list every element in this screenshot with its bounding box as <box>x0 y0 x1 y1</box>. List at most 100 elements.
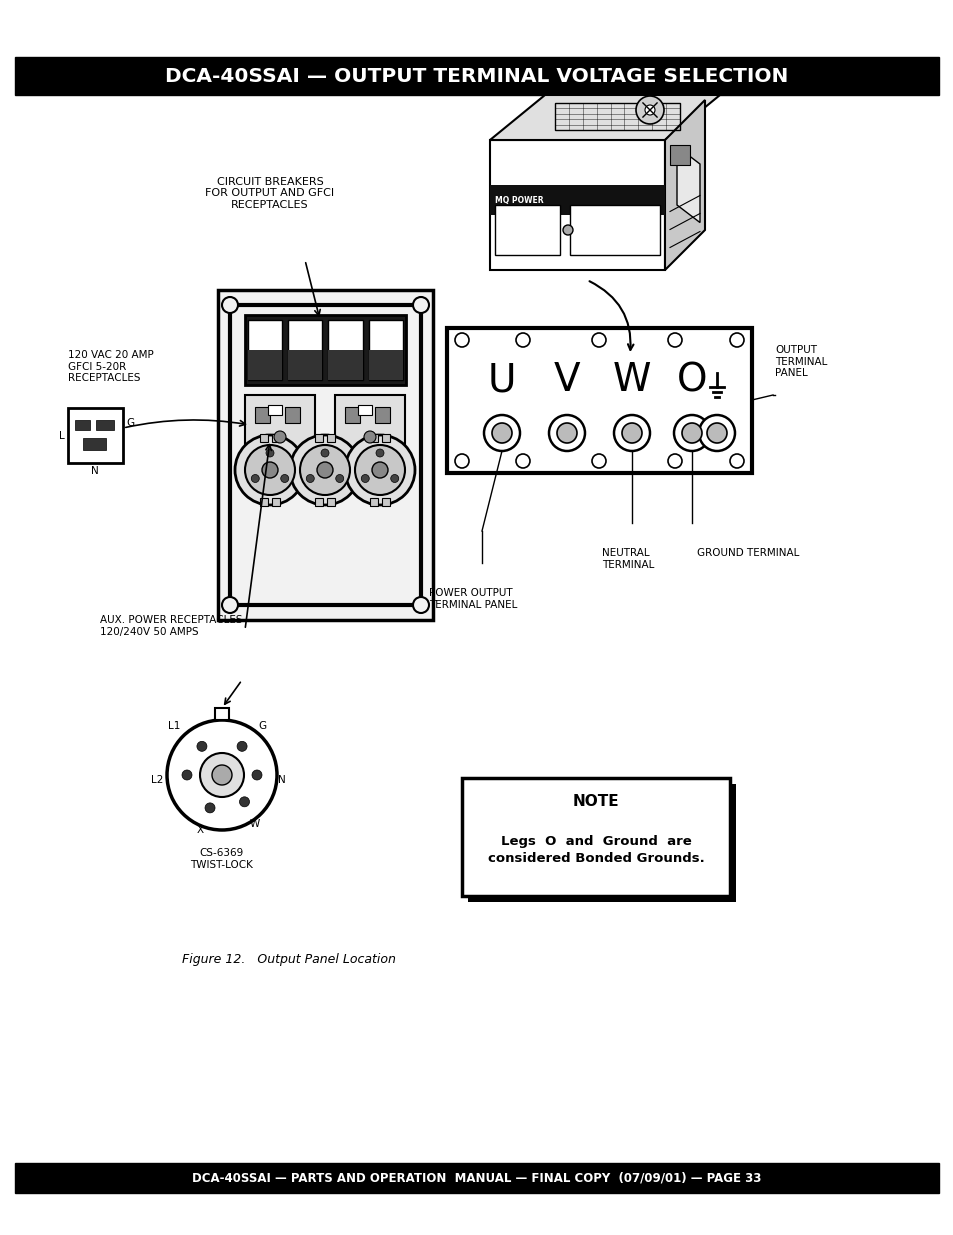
Circle shape <box>237 741 247 751</box>
Circle shape <box>729 454 743 468</box>
Circle shape <box>706 424 726 443</box>
Polygon shape <box>75 420 90 430</box>
Circle shape <box>320 450 329 457</box>
Polygon shape <box>495 205 559 254</box>
Text: L: L <box>59 431 65 441</box>
Circle shape <box>167 720 276 830</box>
Text: DCA-40SSAI — PARTS AND OPERATION  MANUAL — FINAL COPY  (07/09/01) — PAGE 33: DCA-40SSAI — PARTS AND OPERATION MANUAL … <box>193 1172 760 1184</box>
Polygon shape <box>15 1163 938 1193</box>
Polygon shape <box>268 405 282 415</box>
Text: CS-6369
TWIST-LOCK: CS-6369 TWIST-LOCK <box>191 848 253 869</box>
Circle shape <box>621 424 641 443</box>
Polygon shape <box>669 144 689 165</box>
Polygon shape <box>254 408 270 424</box>
Circle shape <box>280 474 289 483</box>
Polygon shape <box>272 499 279 506</box>
Polygon shape <box>96 420 113 430</box>
Circle shape <box>413 296 429 312</box>
Polygon shape <box>677 147 700 222</box>
Circle shape <box>516 333 530 347</box>
Polygon shape <box>288 350 322 380</box>
Text: L2: L2 <box>151 776 163 785</box>
Circle shape <box>316 462 333 478</box>
Circle shape <box>364 431 375 443</box>
Polygon shape <box>314 499 323 506</box>
Circle shape <box>196 741 207 751</box>
Polygon shape <box>490 185 664 215</box>
Polygon shape <box>230 305 420 605</box>
Circle shape <box>548 415 584 451</box>
Circle shape <box>274 431 286 443</box>
Circle shape <box>592 454 605 468</box>
Polygon shape <box>468 784 735 902</box>
Circle shape <box>455 454 469 468</box>
Polygon shape <box>335 395 405 450</box>
Text: O: O <box>676 361 706 399</box>
Circle shape <box>335 474 343 483</box>
Polygon shape <box>328 320 362 380</box>
Text: CIRCUIT BREAKERS
FOR OUTPUT AND GFCI
RECEPTACLES: CIRCUIT BREAKERS FOR OUTPUT AND GFCI REC… <box>205 177 335 210</box>
Circle shape <box>699 415 734 451</box>
Circle shape <box>557 424 577 443</box>
Text: NEUTRAL
TERMINAL: NEUTRAL TERMINAL <box>601 548 654 569</box>
Polygon shape <box>245 315 406 385</box>
Circle shape <box>375 450 384 457</box>
Text: OUTPUT
TERMINAL
PANEL: OUTPUT TERMINAL PANEL <box>774 345 826 378</box>
Circle shape <box>299 445 350 495</box>
Circle shape <box>182 769 192 781</box>
Polygon shape <box>328 350 362 380</box>
Polygon shape <box>245 395 314 450</box>
Polygon shape <box>461 778 729 897</box>
Text: X: X <box>196 825 203 835</box>
Circle shape <box>592 333 605 347</box>
Polygon shape <box>314 433 323 441</box>
Circle shape <box>245 445 294 495</box>
Text: W: W <box>612 361 651 399</box>
Text: U: U <box>487 361 516 399</box>
Circle shape <box>614 415 649 451</box>
Text: N: N <box>278 776 286 785</box>
Polygon shape <box>68 408 123 463</box>
Polygon shape <box>285 408 299 424</box>
Circle shape <box>222 597 237 613</box>
Polygon shape <box>375 408 390 424</box>
Text: G: G <box>126 417 134 429</box>
Text: Figure 12.   Output Panel Location: Figure 12. Output Panel Location <box>182 953 395 967</box>
Polygon shape <box>218 290 433 620</box>
Text: N: N <box>91 466 99 475</box>
Polygon shape <box>248 350 282 380</box>
Circle shape <box>455 333 469 347</box>
Polygon shape <box>288 320 322 380</box>
Polygon shape <box>490 140 664 270</box>
Text: V: V <box>553 361 579 399</box>
Circle shape <box>644 105 655 115</box>
Circle shape <box>391 474 398 483</box>
Polygon shape <box>357 405 372 415</box>
Polygon shape <box>326 433 335 441</box>
Circle shape <box>212 764 232 785</box>
Text: Legs  O  and  Ground  are
considered Bonded Grounds.: Legs O and Ground are considered Bonded … <box>487 835 703 866</box>
Polygon shape <box>370 499 378 506</box>
Circle shape <box>361 474 369 483</box>
Circle shape <box>252 769 262 781</box>
Circle shape <box>234 435 305 505</box>
Polygon shape <box>345 408 359 424</box>
Circle shape <box>636 96 663 124</box>
Text: GROUND TERMINAL: GROUND TERMINAL <box>697 548 799 558</box>
Polygon shape <box>664 100 704 270</box>
Circle shape <box>667 454 681 468</box>
Circle shape <box>483 415 519 451</box>
Polygon shape <box>569 205 659 254</box>
Polygon shape <box>370 433 378 441</box>
Circle shape <box>492 424 512 443</box>
Polygon shape <box>447 329 751 473</box>
Circle shape <box>290 435 359 505</box>
Circle shape <box>516 454 530 468</box>
Circle shape <box>222 296 237 312</box>
Polygon shape <box>83 438 106 450</box>
Circle shape <box>262 462 277 478</box>
Circle shape <box>345 435 415 505</box>
Circle shape <box>681 424 701 443</box>
Text: DCA-40SSAI — OUTPUT TERMINAL VOLTAGE SELECTION: DCA-40SSAI — OUTPUT TERMINAL VOLTAGE SEL… <box>165 67 788 85</box>
Polygon shape <box>369 320 402 380</box>
